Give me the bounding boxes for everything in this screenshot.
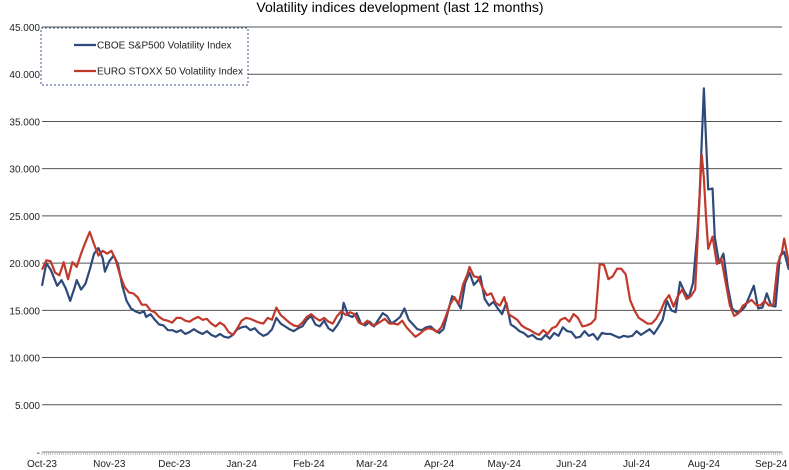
y-tick-label: 10.000: [9, 354, 40, 365]
gridlines: [42, 26, 782, 406]
x-tick-label: Sep-24: [755, 459, 788, 470]
x-tick-label: May-24: [488, 459, 522, 470]
axes: - 5.000 10.000 15.000 20.000 25.000 30.000 35.0…: [9, 23, 787, 470]
y-tick-label: 30.000: [9, 165, 40, 176]
y-tick-label: 25.000: [9, 212, 40, 223]
legend-box: [40, 27, 249, 86]
x-tick-label: Dec-23: [158, 459, 191, 470]
series-layer: [40, 87, 789, 341]
legend-label: CBOE S&P500 Volatility Index: [97, 41, 232, 52]
y-tick-label: 35.000: [9, 117, 40, 128]
chart-title: Volatility indices development (last 12 …: [256, 0, 543, 15]
y-tick-label: -: [37, 448, 40, 459]
x-tick-label: Jan-24: [226, 459, 257, 470]
legend-label: EURO STOXX 50 Volatility Index: [97, 67, 243, 78]
x-tick-label: Mar-24: [356, 459, 388, 470]
x-tick-label: Jun-24: [556, 459, 587, 470]
y-tick-label: 5.000: [15, 401, 40, 412]
legend: CBOE S&P500 Volatility Index EURO STOXX 5…: [40, 27, 249, 86]
series-line-1: [40, 87, 789, 341]
x-tick-label: Aug-24: [688, 459, 721, 470]
y-tick-label: 20.000: [9, 259, 40, 270]
x-tick-label: Jul-24: [623, 459, 651, 470]
x-tick-label: Apr-24: [424, 459, 454, 470]
x-tick-label: Nov-23: [93, 459, 126, 470]
y-tick-label: 15.000: [9, 306, 40, 317]
y-tick-label: 45.000: [9, 23, 40, 34]
y-tick-label: 40.000: [9, 70, 40, 81]
x-tick-label: Feb-24: [293, 459, 325, 470]
series-line-2: [41, 153, 789, 338]
x-tick-label: Oct-23: [27, 459, 57, 470]
